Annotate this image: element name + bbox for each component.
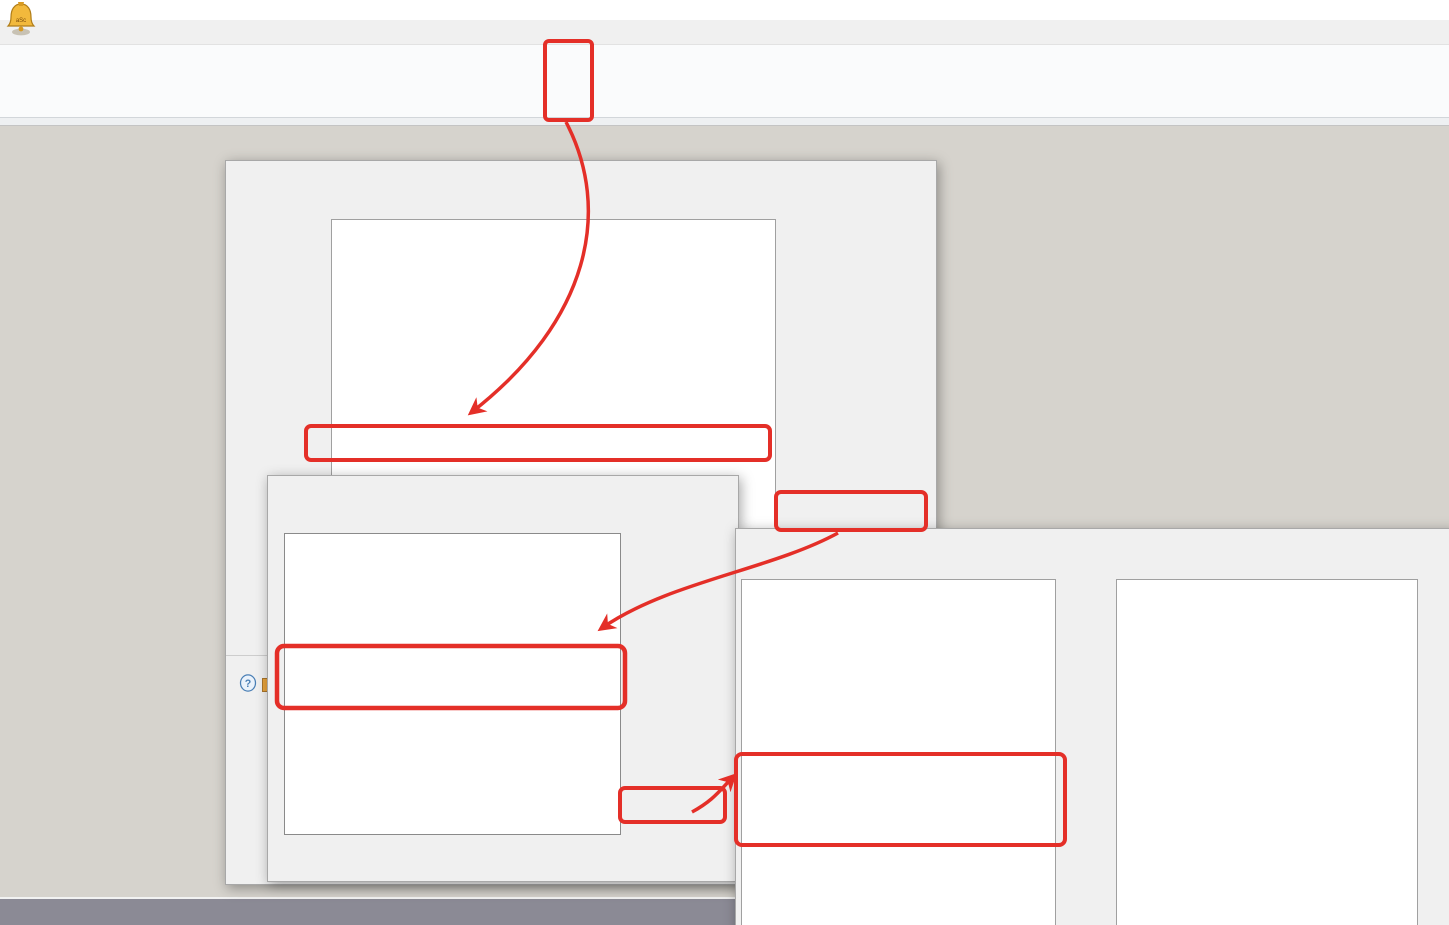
app-logo-bell-icon[interactable]: aSc [6, 1, 38, 42]
title-bar [0, 0, 1449, 20]
selection-dialog-title [736, 529, 1449, 555]
svg-text:?: ? [245, 678, 251, 690]
available-classes-table [741, 579, 1056, 925]
ribbon-toolbar [0, 45, 1449, 118]
selection-dialog [735, 528, 1449, 925]
groups-dialog-title [268, 476, 738, 502]
ribbon-bottom-strip [0, 118, 1449, 126]
define-groups-dialog [267, 475, 739, 882]
groups-panel [284, 533, 621, 835]
svg-text:aSc: aSc [16, 18, 26, 24]
ribbon-tab-bar [0, 20, 1449, 45]
help-icon[interactable]: ? [238, 673, 258, 693]
classes-dialog-title [226, 161, 936, 187]
selected-classes-table [1116, 579, 1418, 925]
